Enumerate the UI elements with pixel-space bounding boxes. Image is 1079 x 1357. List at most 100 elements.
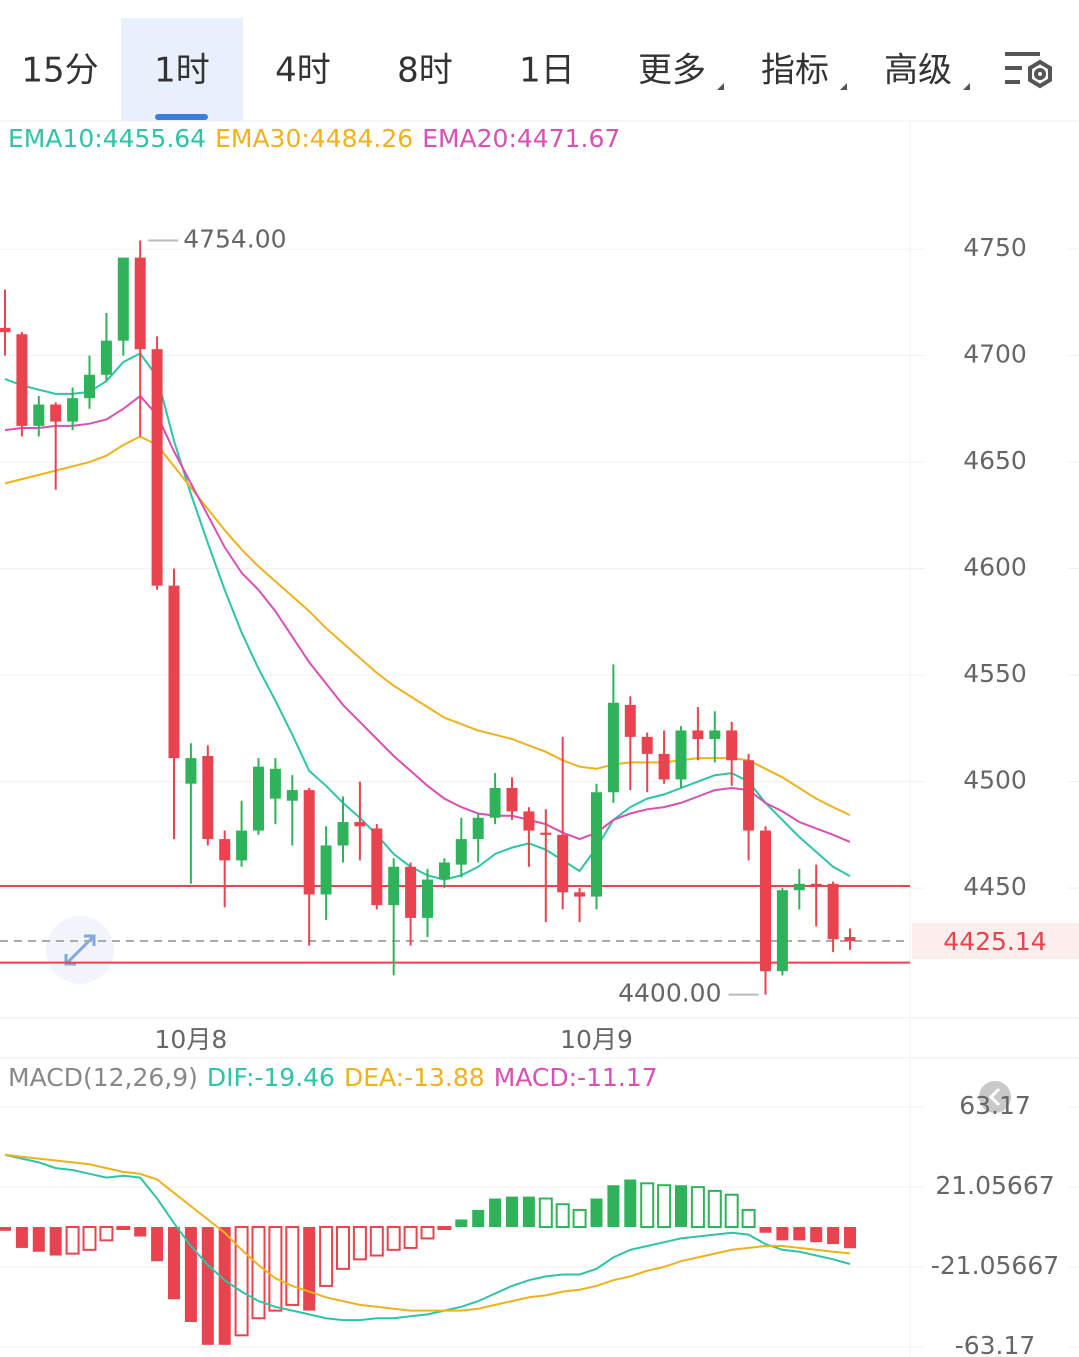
macd-bar bbox=[168, 1227, 180, 1300]
candle-body bbox=[185, 758, 197, 784]
candle-body bbox=[455, 839, 467, 865]
macd-bar bbox=[116, 1226, 131, 1231]
candle-body bbox=[134, 257, 146, 350]
line bbox=[4, 1153, 851, 1312]
candle-body bbox=[540, 832, 552, 835]
candle-body bbox=[726, 730, 738, 761]
tab[interactable]: 1时 bbox=[154, 51, 210, 91]
candle-body bbox=[202, 756, 214, 840]
y-tick-label: 63.17 bbox=[959, 1091, 1031, 1120]
tab[interactable]: 更多 bbox=[638, 51, 706, 91]
legend-entry: EMA20:4471.67 bbox=[422, 124, 620, 153]
candle-body bbox=[354, 822, 366, 827]
candle-body bbox=[438, 862, 450, 880]
tab[interactable]: 8时 bbox=[397, 51, 453, 91]
macd-bar bbox=[285, 1226, 300, 1306]
y-tick-label: 4550 bbox=[963, 659, 1027, 688]
candle-body bbox=[320, 845, 332, 895]
candle-body bbox=[709, 730, 721, 739]
collapse-button[interactable] bbox=[979, 1081, 1011, 1113]
annotation: 4754.00 bbox=[183, 225, 286, 254]
macd-bar bbox=[759, 1227, 772, 1233]
candle-body bbox=[253, 766, 264, 831]
expand-button[interactable] bbox=[46, 916, 114, 984]
candle-body bbox=[591, 792, 602, 897]
candle-body bbox=[168, 585, 180, 759]
candle-body bbox=[793, 883, 805, 891]
candle-body bbox=[810, 883, 822, 886]
macd-bar bbox=[99, 1226, 114, 1242]
dropdown-triangle bbox=[840, 83, 847, 90]
legend-entry: MACD(12,26,9) bbox=[8, 1063, 198, 1092]
macd-bar bbox=[640, 1182, 655, 1229]
y-tick-label: 4450 bbox=[963, 872, 1027, 901]
candle-body bbox=[675, 730, 687, 780]
candle-body bbox=[506, 787, 518, 812]
y-tick-label: 4750 bbox=[963, 233, 1027, 262]
last-price-label: 4425.14 bbox=[943, 927, 1046, 956]
y-tick-label: 21.05667 bbox=[935, 1171, 1054, 1200]
candle-body bbox=[624, 704, 636, 737]
macd-bar bbox=[844, 1227, 856, 1249]
macd-bar bbox=[369, 1226, 384, 1257]
macd-bar bbox=[776, 1227, 789, 1241]
macd-bar bbox=[793, 1227, 806, 1241]
candle-body bbox=[286, 790, 298, 801]
macd-bar bbox=[268, 1226, 283, 1312]
dropdown-triangle bbox=[963, 83, 970, 90]
macd-bar bbox=[49, 1227, 62, 1256]
x-tick-label: 10月9 bbox=[560, 1025, 633, 1054]
legend-entry: EMA30:4484.26 bbox=[215, 124, 413, 153]
macd-bar bbox=[827, 1227, 840, 1245]
tab[interactable]: 高级 bbox=[884, 51, 952, 91]
candle-body bbox=[405, 866, 417, 918]
macd-bar bbox=[555, 1203, 570, 1229]
tab-highlight bbox=[121, 18, 243, 121]
line bbox=[4, 1153, 851, 1322]
macd-bar bbox=[386, 1226, 401, 1251]
legend-entry: DEA:-13.88 bbox=[344, 1063, 485, 1092]
macd-bar bbox=[690, 1186, 705, 1229]
candle-body bbox=[50, 404, 62, 422]
candle-body bbox=[472, 817, 484, 840]
candle-body bbox=[33, 404, 45, 426]
candle-body bbox=[269, 768, 281, 799]
settings-icon[interactable] bbox=[1005, 52, 1052, 89]
macd-bar bbox=[303, 1227, 316, 1311]
macd-bar bbox=[336, 1226, 350, 1270]
macd-bar bbox=[538, 1197, 553, 1229]
collapse-arrow bbox=[988, 1087, 1001, 1107]
candle-body bbox=[523, 811, 535, 831]
macd-bar bbox=[403, 1226, 418, 1249]
tab[interactable]: 指标 bbox=[761, 51, 829, 91]
macd-bar bbox=[707, 1189, 722, 1229]
icon-dot bbox=[1034, 68, 1046, 80]
macd-bar bbox=[319, 1226, 334, 1287]
candle-body bbox=[371, 828, 383, 906]
macd-bar bbox=[572, 1208, 587, 1229]
macd-bar bbox=[251, 1226, 266, 1320]
line bbox=[4, 435, 851, 817]
legend-entry: MACD:-11.17 bbox=[494, 1063, 658, 1092]
tab[interactable]: 4时 bbox=[275, 51, 331, 91]
macd-bar bbox=[151, 1227, 164, 1262]
tab[interactable]: 15分 bbox=[21, 51, 98, 91]
macd-bar bbox=[590, 1198, 603, 1228]
candle-body bbox=[641, 736, 653, 754]
candle-body bbox=[100, 340, 112, 375]
legend-entry: EMA10:4455.64 bbox=[8, 124, 206, 153]
candle-body bbox=[422, 879, 433, 918]
candle-body bbox=[16, 334, 28, 426]
macd-bar bbox=[65, 1226, 80, 1255]
collapse-circle bbox=[979, 1081, 1011, 1113]
candle-body bbox=[607, 702, 619, 793]
macd-bar bbox=[489, 1198, 502, 1228]
icon-hex bbox=[1028, 59, 1052, 89]
candle-body bbox=[658, 753, 670, 780]
macd-bar bbox=[82, 1226, 97, 1251]
macd-bar bbox=[724, 1193, 739, 1229]
macd-bar bbox=[352, 1226, 367, 1261]
tab[interactable]: 1日 bbox=[519, 51, 575, 91]
